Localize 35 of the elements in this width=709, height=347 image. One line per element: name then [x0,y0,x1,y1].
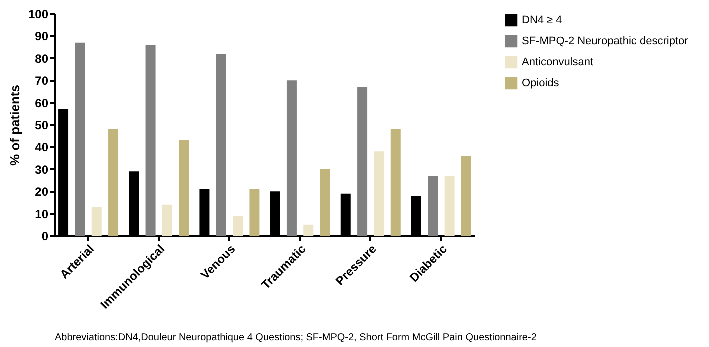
bar [304,224,314,236]
bar [162,204,172,236]
y-tick-label: 40 [35,140,49,155]
y-tick-label: 80 [35,52,49,66]
bar [108,129,119,236]
legend-label: Opioids [522,78,560,90]
bar [216,54,226,236]
bar [444,176,455,236]
bar [75,42,86,236]
bar [320,169,330,236]
bar [146,45,156,236]
y-tick-label: 30 [35,162,49,177]
bar [179,140,190,236]
bar [358,87,368,236]
bar [250,189,260,236]
y-tick-label: 10 [35,207,49,222]
legend-label: DN4 ≥ 4 [522,14,562,26]
bar [92,207,102,236]
y-tick-label: 90 [35,30,49,44]
y-axis-title: % of patients [7,85,22,166]
y-tick-label: 70 [35,74,49,88]
y-tick-label: 0 [42,230,49,244]
y-tick-label: 20 [35,185,49,200]
y-tick-label: 100 [28,8,49,22]
text: Abbreviations:DN4,Douleur Neuropathique 4 Questions; SF-MPQ-2, Short Form McGill Pain Questionnaire-2 [55,332,538,344]
bar [286,80,297,236]
y-tick-label: 60 [35,96,49,110]
bar [428,176,438,236]
legend-label: Anticonvulsant [522,56,594,68]
bar [374,152,384,236]
bar [233,216,244,236]
y-tick-label: 50 [35,118,49,132]
legend-label: SF-MPQ-2 Neuropathic descriptor [522,36,689,48]
bar [461,156,472,236]
bar [390,129,401,236]
